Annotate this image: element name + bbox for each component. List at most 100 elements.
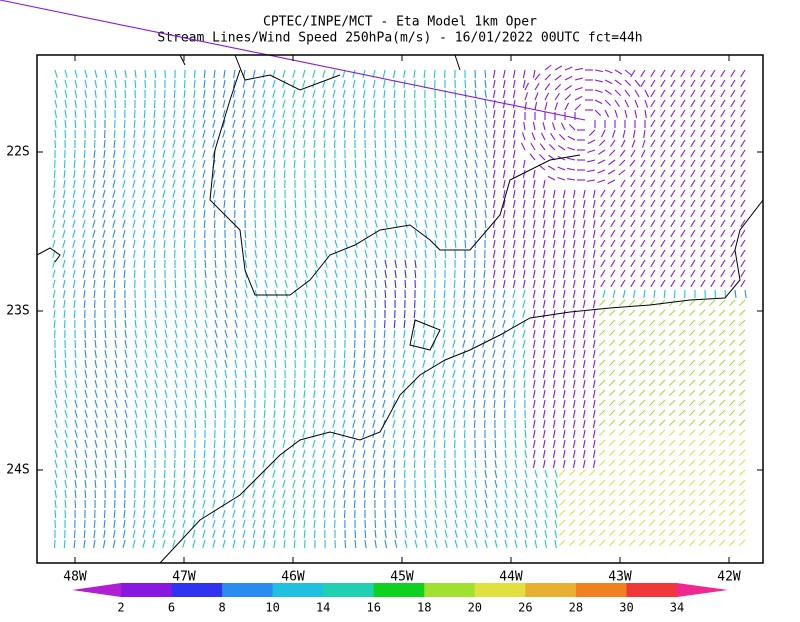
stream-segment <box>135 360 137 368</box>
stream-segment <box>73 220 75 228</box>
stream-segment <box>525 530 527 538</box>
stream-segment <box>425 120 426 128</box>
stream-segment <box>115 460 116 468</box>
stream-segment <box>619 510 625 516</box>
stream-segment <box>671 160 675 167</box>
stream-segment <box>375 240 377 248</box>
stream-segment <box>375 520 376 528</box>
stream-segment <box>493 340 495 348</box>
stream-segment <box>434 310 435 318</box>
stream-segment <box>223 80 225 88</box>
stream-segment <box>363 460 365 468</box>
stream-segment <box>649 530 655 536</box>
stream-segment <box>194 80 195 88</box>
stream-segment <box>521 143 525 150</box>
stream-segment <box>649 420 655 426</box>
stream-segment <box>533 360 535 368</box>
stream-segment <box>223 90 225 98</box>
stream-segment <box>721 250 725 257</box>
stream-segment <box>405 130 406 138</box>
stream-segment <box>353 410 355 418</box>
stream-segment <box>609 410 615 416</box>
stream-segment <box>609 370 615 376</box>
stream-segment <box>567 158 575 160</box>
stream-segment <box>593 320 595 328</box>
stream-segment <box>619 330 625 336</box>
stream-segment <box>559 510 565 516</box>
stream-segment <box>95 370 97 378</box>
stream-segment <box>465 130 467 138</box>
stream-segment <box>134 260 135 268</box>
stream-segment <box>425 110 426 118</box>
stream-segment <box>305 330 306 338</box>
stream-segment <box>721 120 725 127</box>
stream-segment <box>303 430 305 438</box>
stream-segment <box>184 230 185 238</box>
stream-segment <box>679 460 685 466</box>
stream-segment <box>295 330 296 338</box>
stream-segment <box>681 270 685 277</box>
stream-segment <box>343 400 345 408</box>
stream-segment <box>225 320 227 328</box>
stream-segment <box>293 510 295 518</box>
stream-segment <box>583 250 585 258</box>
stream-segment <box>641 170 645 177</box>
stream-segment <box>553 330 555 338</box>
stream-segment <box>155 360 157 368</box>
stream-segment <box>455 140 457 148</box>
stream-segment <box>535 520 537 528</box>
stream-segment <box>593 450 595 458</box>
stream-segment <box>225 260 226 268</box>
stream-segment <box>334 490 335 498</box>
stream-segment <box>533 460 535 468</box>
stream-segment <box>135 70 136 78</box>
stream-segment <box>669 490 675 496</box>
stream-segment <box>334 140 335 148</box>
stream-segment <box>739 520 745 526</box>
stream-segment <box>203 490 205 498</box>
stream-segment <box>523 270 525 278</box>
colorbar-label: 8 <box>218 601 225 615</box>
stream-segment <box>215 390 216 398</box>
stream-segment <box>669 520 675 526</box>
stream-segment <box>93 180 95 188</box>
stream-segment <box>563 280 565 288</box>
stream-segment <box>563 200 565 208</box>
stream-segment <box>405 530 407 538</box>
stream-segment <box>514 370 515 378</box>
stream-segment <box>699 510 705 516</box>
stream-segment <box>598 160 605 164</box>
stream-segment <box>545 470 547 478</box>
stream-segment <box>184 90 185 98</box>
stream-segment <box>573 390 575 398</box>
stream-segment <box>85 350 86 358</box>
stream-segment <box>395 510 396 518</box>
stream-segment <box>285 300 287 308</box>
stream-segment <box>405 250 407 258</box>
stream-segment <box>265 310 267 318</box>
stream-segment <box>473 350 475 358</box>
stream-segment <box>183 500 185 508</box>
stream-segment <box>463 390 465 398</box>
stream-segment <box>125 410 127 418</box>
stream-segment <box>731 220 735 227</box>
stream-segment <box>303 90 305 98</box>
stream-segment <box>599 500 605 506</box>
stream-segment <box>651 200 655 207</box>
stream-segment <box>503 90 505 98</box>
stream-segment <box>145 450 146 458</box>
stream-segment <box>405 270 406 278</box>
stream-segment <box>343 100 345 108</box>
stream-segment <box>513 150 515 158</box>
stream-segment <box>463 330 465 338</box>
stream-segment <box>639 440 645 446</box>
stream-segment <box>679 380 685 386</box>
stream-segment <box>134 120 135 128</box>
stream-segment <box>609 300 615 306</box>
stream-segment <box>505 470 507 478</box>
stream-segment <box>295 270 297 278</box>
stream-segment <box>235 250 236 258</box>
stream-segment <box>115 420 117 428</box>
stream-segment <box>175 310 177 318</box>
stream-segment <box>583 270 585 278</box>
